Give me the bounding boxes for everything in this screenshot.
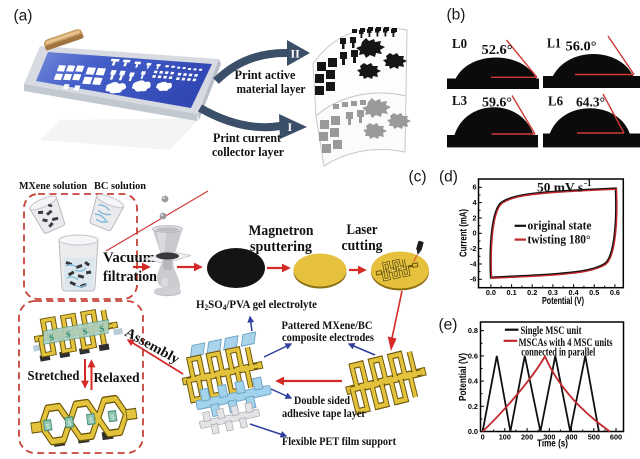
svg-text:Pattered MXene/BC: Pattered MXene/BC	[282, 318, 373, 332]
svg-text:Current (mA): Current (mA)	[459, 209, 470, 257]
svg-text:MSCAs with 4 MSC units: MSCAs with 4 MSC units	[519, 337, 613, 349]
svg-text:Vacuum: Vacuum	[103, 250, 155, 266]
svg-text:300: 300	[543, 433, 555, 442]
svg-text:Laser: Laser	[347, 222, 378, 238]
svg-text:cutting: cutting	[342, 238, 384, 254]
svg-text:Flexible PET film support: Flexible PET film support	[282, 434, 396, 448]
svg-text:600: 600	[610, 433, 622, 442]
svg-text:Double sided: Double sided	[294, 393, 350, 407]
svg-text:L3: L3	[452, 93, 467, 108]
svg-text:original state: original state	[528, 217, 592, 232]
svg-text:200: 200	[521, 433, 533, 442]
svg-text:100: 100	[499, 433, 511, 442]
svg-text:-6: -6	[470, 275, 477, 284]
svg-text:0.6: 0.6	[468, 351, 478, 360]
svg-text:(a): (a)	[14, 8, 33, 25]
svg-text:Potential (V): Potential (V)	[458, 353, 469, 401]
svg-text:connected in parallel: connected in parallel	[521, 346, 595, 358]
svg-text:Assembly: Assembly	[122, 325, 182, 367]
svg-text:L1: L1	[547, 36, 561, 51]
svg-text:Potential (V): Potential (V)	[542, 296, 584, 307]
svg-text:(e): (e)	[439, 317, 458, 334]
svg-text:56.0°: 56.0°	[566, 40, 597, 55]
svg-text:0.4: 0.4	[468, 377, 479, 386]
svg-text:L6: L6	[548, 94, 563, 109]
svg-text:50 mV s: 50 mV s	[537, 180, 583, 195]
svg-text:0.0: 0.0	[486, 288, 496, 297]
svg-text:adhesive tape layer: adhesive tape layer	[282, 406, 367, 420]
svg-text:400: 400	[565, 433, 577, 442]
svg-text:(b): (b)	[447, 7, 466, 24]
svg-text:6: 6	[472, 183, 476, 192]
svg-text:500: 500	[588, 433, 600, 442]
svg-text:0: 0	[472, 229, 476, 238]
svg-text:Relaxed: Relaxed	[94, 371, 140, 386]
svg-text:sputtering: sputtering	[250, 239, 313, 255]
svg-text:(d): (d)	[439, 169, 458, 186]
svg-text:Print current: Print current	[213, 130, 282, 145]
svg-text:59.6°: 59.6°	[482, 96, 512, 111]
svg-text:s: s	[48, 329, 55, 344]
svg-text:-4: -4	[470, 259, 477, 268]
svg-text:0.1: 0.1	[507, 288, 517, 297]
svg-text:twisting 180°: twisting 180°	[528, 231, 591, 246]
svg-text:0: 0	[481, 433, 485, 442]
svg-text:Stretched: Stretched	[28, 369, 80, 384]
svg-text:64.3°: 64.3°	[576, 96, 605, 111]
svg-text:I: I	[288, 120, 293, 134]
svg-text:4: 4	[472, 198, 477, 207]
svg-text:Single MSC unit: Single MSC unit	[521, 325, 582, 337]
svg-text:0.5: 0.5	[589, 288, 599, 297]
svg-text:filtration: filtration	[103, 269, 158, 285]
svg-text:-1: -1	[584, 178, 592, 188]
svg-text:MXene solution: MXene solution	[19, 180, 87, 192]
svg-text:s: s	[65, 326, 72, 341]
svg-text:collector layer: collector layer	[212, 144, 284, 159]
svg-text:Magnetron: Magnetron	[249, 223, 314, 239]
svg-text:(c): (c)	[409, 169, 427, 186]
svg-text:II: II	[291, 47, 301, 61]
svg-text:Time (s): Time (s)	[537, 438, 568, 450]
svg-text:Print active: Print active	[235, 67, 296, 82]
svg-text:L0: L0	[452, 36, 467, 51]
svg-text:0.6: 0.6	[610, 288, 620, 297]
svg-text:0.0: 0.0	[468, 427, 478, 436]
svg-text:2: 2	[472, 213, 476, 222]
svg-text:0.2: 0.2	[468, 402, 478, 411]
svg-text:composite electrodes: composite electrodes	[282, 330, 374, 344]
svg-text:0.3: 0.3	[548, 288, 558, 297]
svg-text:material layer: material layer	[237, 81, 306, 96]
svg-text:H2SO4/PVA gel electrolyte: H2SO4/PVA gel electrolyte	[196, 297, 318, 312]
svg-text:BC solution: BC solution	[94, 180, 146, 192]
svg-text:52.6°: 52.6°	[482, 43, 513, 58]
svg-text:s: s	[98, 320, 105, 335]
svg-text:0.2: 0.2	[527, 288, 537, 297]
svg-text:s: s	[81, 323, 88, 338]
svg-text:0.8: 0.8	[468, 326, 478, 335]
svg-text:-2: -2	[470, 244, 477, 253]
svg-text:0.4: 0.4	[569, 288, 580, 297]
